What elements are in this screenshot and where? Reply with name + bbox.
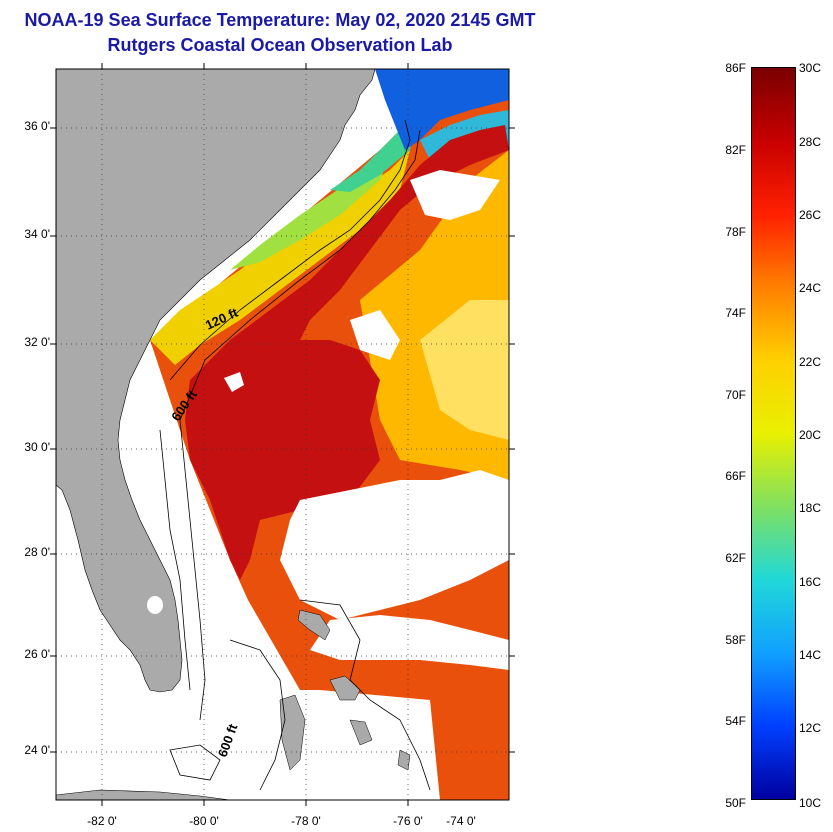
colorbar-f-label: 86F <box>725 61 746 75</box>
map-title: NOAA-19 Sea Surface Temperature: May 02,… <box>24 10 536 30</box>
colorbar-f-label: 54F <box>725 714 746 728</box>
lon-label: -82 0' <box>87 814 117 828</box>
colorbar-f-label: 74F <box>725 306 746 320</box>
gulf-stream <box>185 125 509 580</box>
colorbar-f-label: 78F <box>725 225 746 239</box>
sst-offshore-lightyellow <box>420 300 509 440</box>
bahamas-islands <box>279 609 411 771</box>
sst-shelf-green <box>230 130 400 270</box>
colorbar-c-label: 20C <box>799 428 822 442</box>
colorbar-c-label: 12C <box>799 721 822 735</box>
colorbar-c-label: 14C <box>799 648 822 662</box>
sst-cold-north <box>375 69 509 150</box>
colorbar-f-label: 66F <box>725 469 746 483</box>
lon-label: -74 0' <box>446 814 476 828</box>
colorbar-f-label: 50F <box>725 796 746 810</box>
lake-okeechobee <box>147 596 163 614</box>
colorbar-c-label: 28C <box>799 135 822 149</box>
lat-label: 36 0' <box>24 119 50 133</box>
lat-label: 30 0' <box>24 440 50 454</box>
colorbar-c-label: 26C <box>799 208 822 222</box>
lon-label: -80 0' <box>189 814 219 828</box>
map-subtitle: Rutgers Coastal Ocean Observation Lab <box>107 35 453 55</box>
graticule <box>56 69 509 800</box>
colorbar-c-label: 22C <box>799 355 822 369</box>
colorbar-c-label: 24C <box>799 281 822 295</box>
landmass-cuba <box>56 789 231 800</box>
cloud-mask <box>224 170 509 670</box>
colorbar-f-label: 58F <box>725 633 746 647</box>
map-frame <box>55 68 510 801</box>
axis-ticks <box>50 63 515 806</box>
lon-label: -76 0' <box>393 814 423 828</box>
lat-label: 34 0' <box>24 227 50 241</box>
lat-label: 32 0' <box>24 335 50 349</box>
landmass-us <box>56 69 376 693</box>
colorbar-f-label: 70F <box>725 388 746 402</box>
lat-label: 26 0' <box>24 647 50 661</box>
colorbar-f-label: 82F <box>725 143 746 157</box>
colorbar-c-label: 30C <box>799 61 822 75</box>
sst-shelf-cool <box>330 110 420 192</box>
lat-label: 28 0' <box>24 545 50 559</box>
colorbar-c-label: 18C <box>799 501 822 515</box>
temperature-colorbar <box>751 67 796 800</box>
colorbar-f-label: 62F <box>725 551 746 565</box>
colorbar-c-label: 16C <box>799 575 822 589</box>
lon-label: -78 0' <box>291 814 321 828</box>
lat-label: 24 0' <box>24 743 50 757</box>
colorbar-c-label: 10C <box>799 796 822 810</box>
